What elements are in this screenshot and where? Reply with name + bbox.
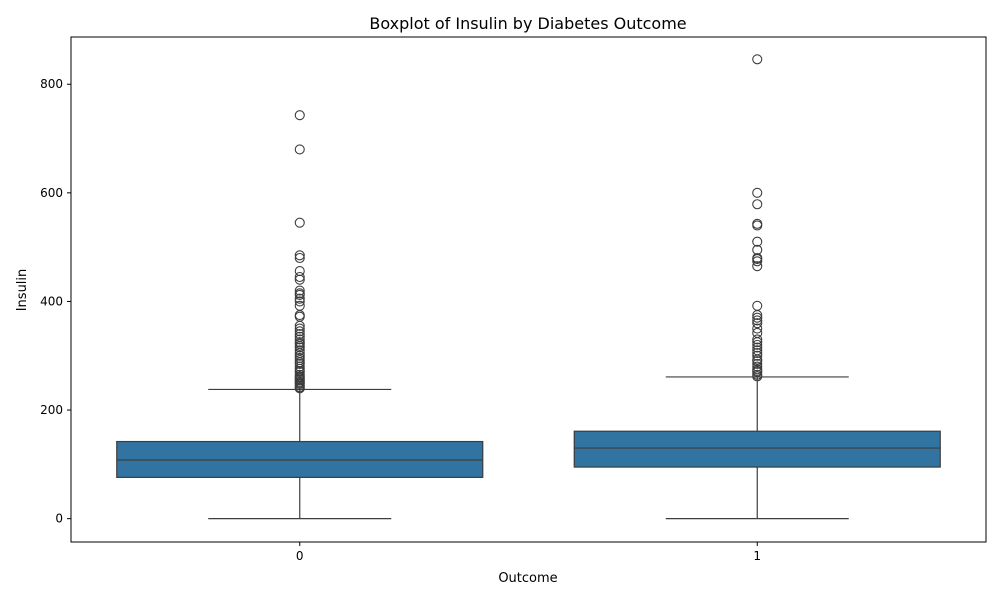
y-tick-label: 200 [40,403,63,417]
plot-frame [70,36,987,543]
outlier-point [752,309,763,321]
outlier-point [752,366,763,378]
outlier-point [752,358,763,369]
outlier-point [294,293,305,304]
outlier-point [294,144,305,155]
outlier-point [294,320,305,331]
x-tick-label: 0 [296,549,304,563]
y-axis-label: Insulin [15,269,30,312]
outlier-point [752,318,763,329]
outlier-point [752,256,763,267]
y-tick-label: 0 [55,512,63,526]
outlier-point [752,187,763,198]
outlier-point [752,199,763,210]
outlier-point [294,345,305,356]
axes: 0 200 400 600 800 0 1 [40,77,761,563]
y-tick-label: 600 [40,186,63,200]
outlier-point [752,300,763,311]
outlier-point [294,285,305,296]
outlier-point [294,323,305,334]
outlier-point [294,271,305,283]
outlier-point [752,323,763,334]
outlier-point [752,54,763,65]
outlier-point [294,110,305,121]
outlier-point [294,289,305,300]
outlier-point [752,236,763,247]
outlier-point [294,366,305,378]
outlier-point [752,356,763,367]
outlier-point [294,334,305,345]
outlier-point [294,342,305,353]
outlier-point [752,261,763,272]
outlier-point [752,350,763,361]
box-group-1 [573,54,941,520]
chart-title: Boxplot of Insulin by Diabetes Outcome [369,14,686,33]
outlier-point [752,347,763,359]
outlier-point [752,342,763,353]
plot-area [116,54,941,520]
x-axis-label: Outcome [498,571,557,586]
outlier-point [752,312,763,323]
outlier-point [294,252,305,264]
outlier-point [752,334,763,345]
outlier-point [294,217,305,228]
x-tick-label: 1 [753,549,761,563]
y-tick-label: 400 [40,294,63,308]
outlier-point [294,328,305,340]
outlier-point [294,358,305,369]
outlier-point [294,326,305,337]
y-tick-label: 800 [40,77,63,91]
outlier-point [294,250,305,261]
box-group-0 [116,110,484,520]
outlier-point [752,315,763,326]
outlier-point [752,371,763,382]
outlier-point [752,361,763,372]
outlier-point [294,274,305,285]
outlier-point [752,337,763,348]
outlier-point [294,383,305,394]
outlier-point [752,220,763,231]
outlier-point [294,296,305,307]
outlier-point [752,339,763,350]
iqr-box [573,430,941,468]
